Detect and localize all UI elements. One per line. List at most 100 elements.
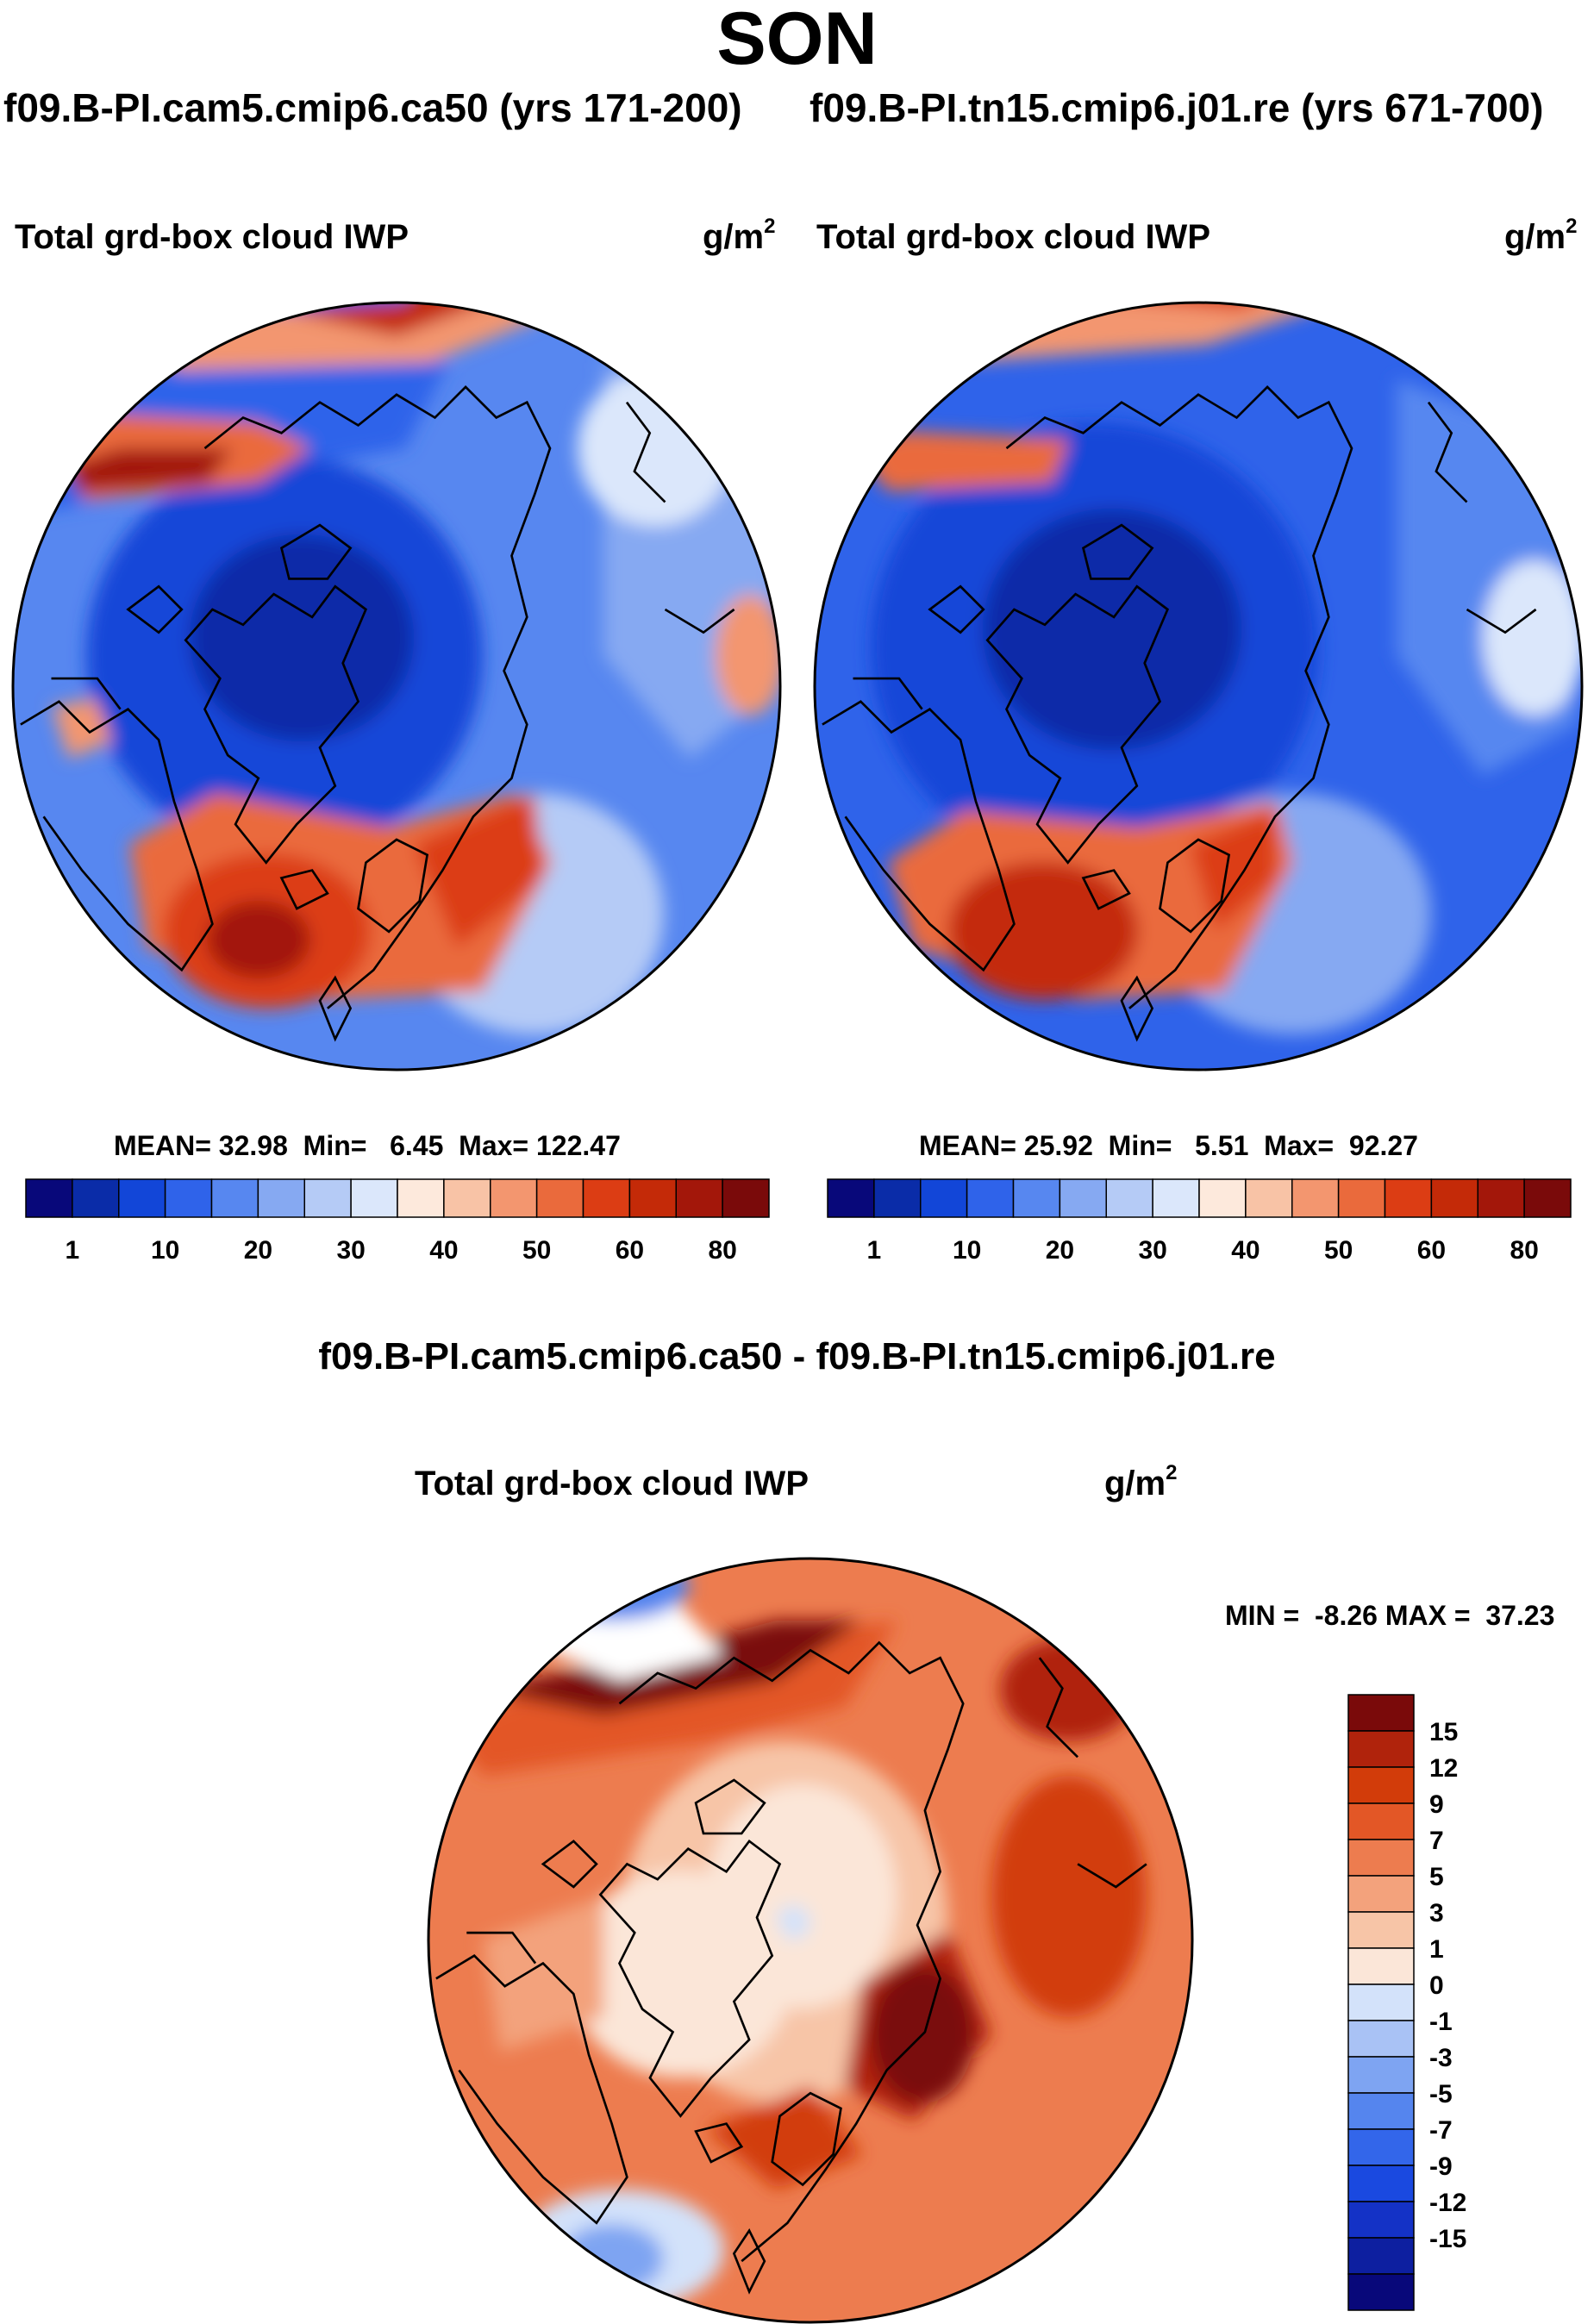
panel-1-colorbar-tick-label: 80: [708, 1236, 736, 1265]
panel-3-colorbar-swatch: [1347, 1911, 1415, 1949]
panel-2-colorbar-tick-label: 1: [867, 1236, 882, 1265]
panel-1-colorbar-swatch: [443, 1178, 491, 1218]
panel-1-colorbar-swatch: [164, 1178, 213, 1218]
panel-1-colorbar-swatch: [118, 1178, 166, 1218]
panel-3-colorbar-tick-label: 12: [1429, 1754, 1458, 1783]
panel-1-min: 6.45: [390, 1130, 444, 1161]
panel-2-colorbar-tick-label: 40: [1231, 1236, 1260, 1265]
panel-3-colorbar-swatch: [1347, 2128, 1415, 2166]
panel-3-colorbar-tick-label: 9: [1429, 1790, 1444, 1819]
panel-2-min: 5.51: [1195, 1130, 1249, 1161]
panel-3-map: [428, 1559, 1192, 2322]
panel-1-colorbar-tick-label: 50: [522, 1236, 551, 1265]
panel-3-colorbar-swatch: [1347, 2165, 1415, 2202]
panel-1-map-border: [11, 301, 782, 1071]
panel-3-title: Total grd-box cloud IWP: [415, 1465, 809, 1502]
panel-3-colorbar-swatch: [1347, 1730, 1415, 1768]
panel-3-min: -8.26: [1315, 1600, 1378, 1631]
panel-3-colorbar-swatch: [1347, 1694, 1415, 1732]
panel-1-colorbar-swatch: [25, 1178, 73, 1218]
panel-3-colorbar-swatch: [1347, 1766, 1415, 1804]
panel-1-colorbar-swatch: [582, 1178, 631, 1218]
panel-2-colorbar-swatch: [1245, 1178, 1293, 1218]
panel-2-colorbar-swatch: [1337, 1178, 1386, 1218]
panel-2-map: [815, 303, 1582, 1070]
panel-2-colorbar-swatch: [1523, 1178, 1572, 1218]
panel-3-colorbar-tick-label: -5: [1429, 2080, 1453, 2108]
panel-1-colorbar-swatch: [72, 1178, 120, 1218]
panel-3-colorbar-tick-label: 7: [1429, 1827, 1444, 1855]
panel-3-colorbar-swatch: [1347, 1802, 1415, 1840]
figure-title: SON: [716, 0, 878, 80]
panel-1-colorbar-swatch: [535, 1178, 584, 1218]
panel-3-colorbar-tick-label: -1: [1429, 2008, 1453, 2036]
panel-2-colorbar-swatch: [827, 1178, 875, 1218]
panel-2-title: Total grd-box cloud IWP: [816, 218, 1210, 256]
panel-3-colorbar: 15 12 9 7 5 3 1 0 -1 -3 -5 -7 -9 -12 -15: [1347, 1694, 1466, 2311]
panel-1-title: Total grd-box cloud IWP: [15, 218, 409, 256]
panel-2-colorbar-swatch: [1477, 1178, 1525, 1218]
panel-2-colorbar-tick-label: 50: [1324, 1236, 1353, 1265]
panel-1-colorbar-swatch: [397, 1178, 445, 1218]
panel-3-colorbar-tick-label: -7: [1429, 2116, 1453, 2145]
panel-1-colorbar-tick-label: 30: [336, 1236, 365, 1265]
case-name-left: f09.B-PI.cam5.cmip6.ca50 (yrs 171-200): [3, 85, 742, 130]
panel-1-mean: 32.98: [218, 1130, 288, 1161]
panel-1-max: 122.47: [536, 1130, 621, 1161]
panel-2-mean: 25.92: [1023, 1130, 1093, 1161]
panel-3-colorbar-swatch: [1347, 1984, 1415, 2021]
case-name-right: f09.B-PI.tn15.cmip6.j01.re (yrs 671-700): [810, 85, 1544, 130]
panel-3-colorbar-tick-label: 3: [1429, 1899, 1444, 1927]
panel-1-colorbar-swatch: [350, 1178, 398, 1218]
panel-3-colorbar-swatch: [1347, 2201, 1415, 2239]
panel-3-stats: MIN = -8.26 MAX = 37.23: [1225, 1600, 1555, 1631]
panel-3-colorbar-tick-label: -3: [1429, 2044, 1453, 2072]
panel-1-stats: MEAN= 32.98 Min= 6.45 Max= 122.47: [114, 1130, 621, 1161]
panel-3-units: g/m2: [1104, 1461, 1178, 1502]
panel-1-map: [13, 303, 780, 1070]
panel-2-colorbar-tick-label: 60: [1417, 1236, 1446, 1265]
panel-2-colorbar-tick-label: 80: [1510, 1236, 1538, 1265]
panel-3-colorbar-tick-label: 0: [1429, 1971, 1444, 2000]
panel-3-colorbar-swatch: [1347, 2056, 1415, 2094]
panel-1-colorbar-swatch: [628, 1178, 677, 1218]
panel-3-colorbar-tick-label: 5: [1429, 1863, 1444, 1891]
panel-2-colorbar-swatch: [1105, 1178, 1153, 1218]
panel-3-colorbar-swatch: [1347, 2237, 1415, 2275]
panel-2-colorbar-swatch: [1059, 1178, 1107, 1218]
panel-3-colorbar-tick-label: 1: [1429, 1935, 1444, 1964]
panel-2-colorbar-swatch: [1430, 1178, 1478, 1218]
panel-2-colorbar-swatch: [966, 1178, 1015, 1218]
panel-2-colorbar: 1 10 20 30 40 50 60 80: [827, 1178, 1572, 1265]
panel-1-colorbar-swatch: [722, 1178, 770, 1218]
panel-1-colorbar-swatch: [303, 1178, 352, 1218]
panel-3-colorbar-swatch: [1347, 2273, 1415, 2311]
panel-3-colorbar-tick-label: 15: [1429, 1718, 1458, 1746]
panel-1-colorbar-tick-label: 1: [66, 1236, 80, 1265]
panel-2-max: 92.27: [1348, 1130, 1418, 1161]
panel-3-colorbar-tick-label: -15: [1429, 2225, 1466, 2253]
panel-1-colorbar-swatch: [490, 1178, 538, 1218]
panel-1-colorbar-swatch: [257, 1178, 305, 1218]
panel-3-colorbar-tick-label: -9: [1429, 2152, 1453, 2181]
panel-1-colorbar-swatch: [210, 1178, 259, 1218]
panel-2-units: g/m2: [1504, 215, 1578, 256]
panel-2-colorbar-tick-label: 30: [1138, 1236, 1166, 1265]
panel-1-colorbar-tick-label: 60: [616, 1236, 644, 1265]
panel-3-colorbar-swatch: [1347, 1947, 1415, 1985]
panel-3-colorbar-swatch: [1347, 1875, 1415, 1913]
diff-title: f09.B-PI.cam5.cmip6.ca50 - f09.B-PI.tn15…: [318, 1335, 1276, 1378]
panel-1-colorbar-tick-label: 40: [429, 1236, 458, 1265]
panel-2-colorbar-tick-label: 20: [1046, 1236, 1074, 1265]
panel-2-colorbar-swatch: [920, 1178, 968, 1218]
panel-2-colorbar-tick-label: 10: [953, 1236, 981, 1265]
panel-2-colorbar-swatch: [1384, 1178, 1433, 1218]
panel-1-colorbar-tick-label: 20: [244, 1236, 272, 1265]
panel-2-stats: MEAN= 25.92 Min= 5.51 Max= 92.27: [919, 1130, 1418, 1161]
panel-3-map-border: [427, 1557, 1194, 2324]
panel-3-colorbar-tick-label: -12: [1429, 2189, 1466, 2217]
panel-1-colorbar-tick-label: 10: [151, 1236, 179, 1265]
panel-2-colorbar-swatch: [873, 1178, 922, 1218]
panel-2-colorbar-swatch: [1291, 1178, 1340, 1218]
